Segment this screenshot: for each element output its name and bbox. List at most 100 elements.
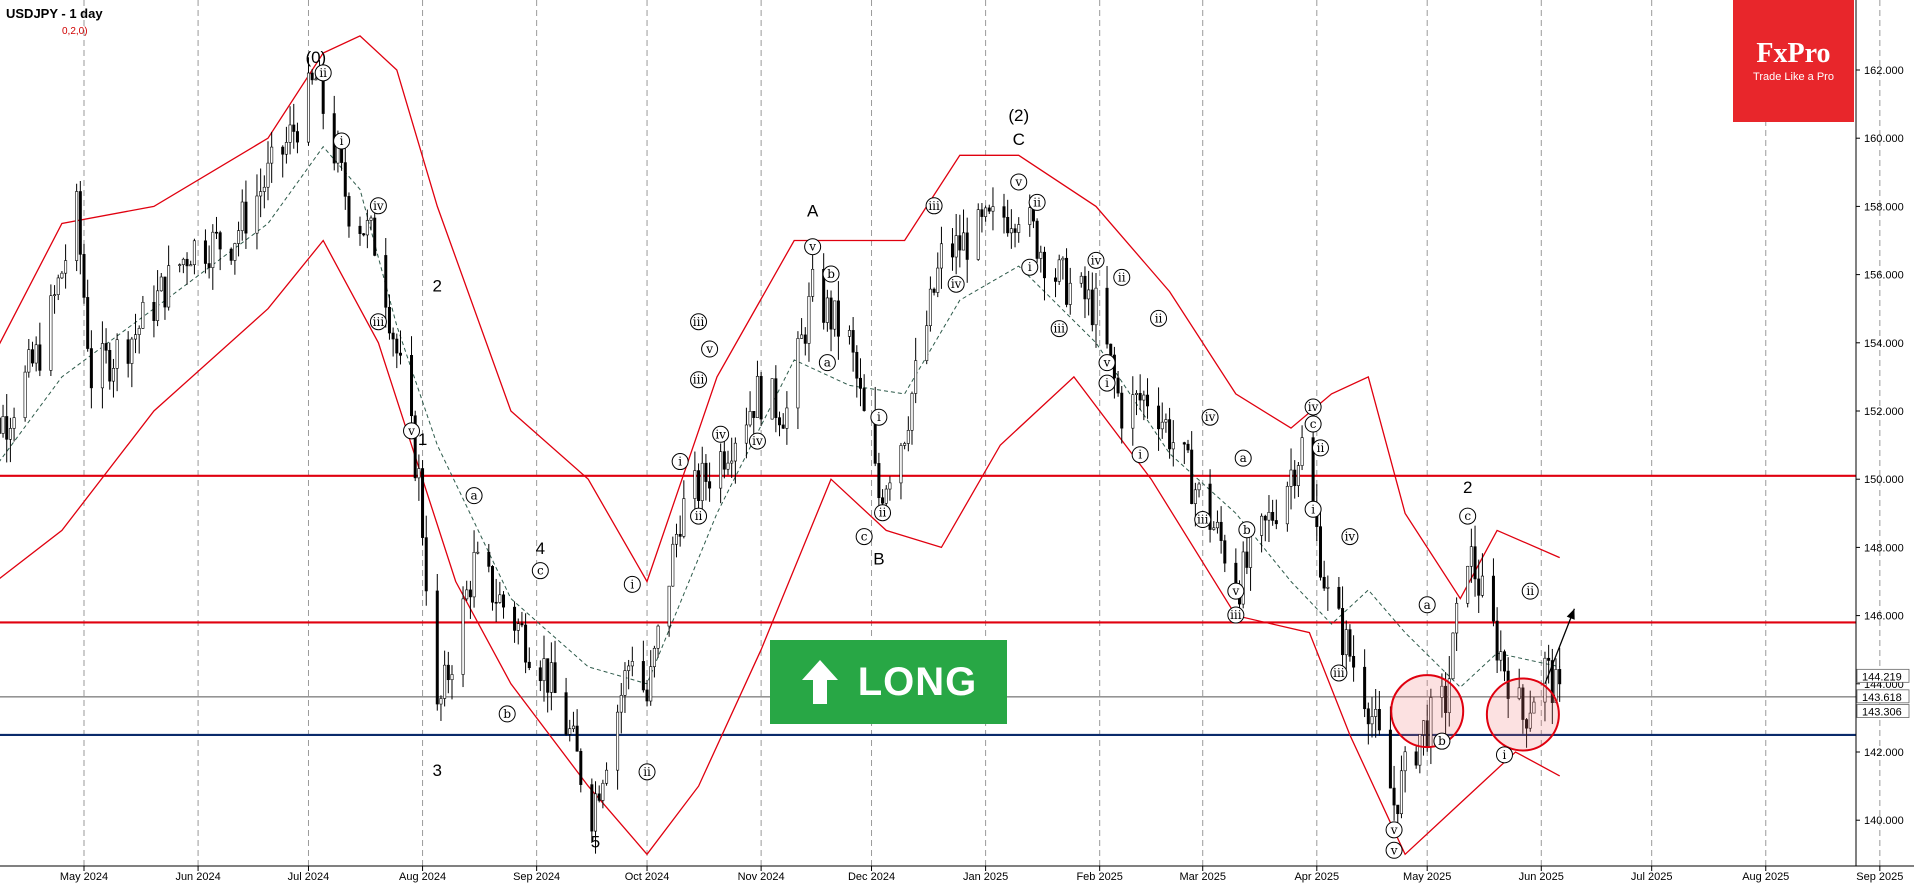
svg-text:i: i	[678, 455, 682, 469]
wave-label: 4	[536, 539, 545, 558]
candle	[932, 287, 936, 296]
candle	[281, 145, 285, 178]
candle	[847, 325, 851, 345]
candle	[1039, 245, 1043, 273]
x-tick-label: Aug 2024	[399, 871, 446, 883]
candle	[0, 417, 1, 434]
candle	[682, 480, 686, 539]
wave-label: iv	[947, 275, 965, 293]
svg-text:a: a	[1240, 451, 1247, 465]
candle	[730, 437, 734, 478]
candle	[1223, 534, 1227, 573]
candle	[671, 536, 675, 587]
svg-text:ii: ii	[319, 66, 327, 80]
candle	[181, 257, 185, 274]
svg-text:i: i	[1311, 502, 1315, 516]
candle	[259, 168, 263, 218]
candle	[1134, 390, 1138, 416]
candle	[726, 450, 730, 475]
candle	[410, 336, 414, 426]
wave-label: ii	[1150, 309, 1168, 327]
y-tick-label: 154.000	[1864, 338, 1904, 350]
wave-label: v	[1227, 582, 1245, 600]
wave-label: v	[804, 238, 822, 256]
candle	[111, 358, 115, 398]
candle	[1079, 272, 1083, 288]
y-tick-label: 140.000	[1864, 815, 1904, 827]
candle	[1477, 559, 1481, 613]
candle	[1190, 431, 1194, 505]
wave-labels: (0)12345AB(2)C2iiiiviiivacbiiiiiiiiiviii…	[305, 48, 1539, 859]
candle	[1296, 462, 1300, 498]
wave-label: 2	[433, 277, 442, 296]
candle	[369, 215, 373, 231]
chart-title: USDJPY - 1 day	[6, 6, 103, 21]
candle	[733, 437, 737, 484]
y-tick-label: 142.000	[1864, 747, 1904, 759]
x-tick-label: Dec 2024	[848, 871, 895, 883]
lower-band-line	[0, 239, 1561, 856]
svg-text:iv: iv	[951, 277, 962, 291]
candle	[1061, 256, 1065, 280]
candle	[752, 410, 756, 436]
candle	[494, 578, 498, 622]
x-tick-label: Mar 2025	[1179, 871, 1225, 883]
y-tick-label: 150.000	[1864, 474, 1904, 486]
candle	[987, 204, 991, 215]
candle	[674, 523, 678, 558]
candle	[413, 410, 417, 482]
candle	[163, 276, 167, 320]
candle	[211, 224, 215, 290]
candle	[424, 515, 428, 606]
candle	[189, 260, 193, 267]
svg-text:a: a	[824, 356, 831, 370]
candle	[704, 454, 708, 501]
candle	[928, 276, 932, 332]
candle	[1506, 657, 1510, 719]
svg-text:b: b	[827, 267, 835, 281]
candle	[925, 310, 929, 365]
candle	[1035, 218, 1039, 263]
candle	[1348, 624, 1352, 662]
wave-label: 2	[1463, 478, 1472, 497]
candle	[86, 279, 90, 352]
candle	[391, 327, 395, 357]
candle	[1138, 374, 1142, 411]
svg-text:iv: iv	[1091, 253, 1102, 267]
candle	[630, 646, 634, 677]
candle	[1525, 718, 1529, 748]
wave-label: iii	[1227, 606, 1245, 624]
svg-text:143.618: 143.618	[1862, 692, 1902, 704]
svg-text:ii: ii	[1526, 584, 1534, 598]
wave-label: a	[1418, 596, 1436, 614]
wave-label: i	[333, 132, 351, 150]
candle	[829, 290, 833, 352]
candle	[358, 216, 362, 246]
fxpro-logo: FxPro Trade Like a Pro	[1733, 0, 1854, 122]
svg-text:iv: iv	[752, 434, 763, 448]
long-label: LONG	[857, 659, 978, 704]
candle	[722, 440, 726, 479]
candle	[343, 141, 347, 210]
wave-label: iv	[1087, 251, 1105, 269]
candle	[652, 645, 656, 678]
candle	[498, 581, 502, 604]
candle	[1366, 702, 1370, 745]
candle	[306, 57, 310, 146]
candle	[244, 180, 248, 249]
svg-text:i: i	[1503, 748, 1507, 762]
candle	[1009, 209, 1013, 249]
price-tag: 144.219	[1856, 668, 1910, 683]
candle	[130, 336, 134, 388]
x-tick-label: Jan 2025	[963, 871, 1008, 883]
candle	[836, 281, 840, 360]
wave-label: 1	[418, 430, 427, 449]
svg-text:a: a	[1424, 598, 1431, 612]
x-tick-label: Jul 2024	[288, 871, 330, 883]
x-tick-label: Aug 2025	[1742, 871, 1789, 883]
svg-text:b: b	[1438, 734, 1446, 748]
candle	[939, 226, 943, 289]
candle	[229, 247, 233, 265]
candle	[159, 272, 163, 292]
candle	[965, 217, 969, 283]
